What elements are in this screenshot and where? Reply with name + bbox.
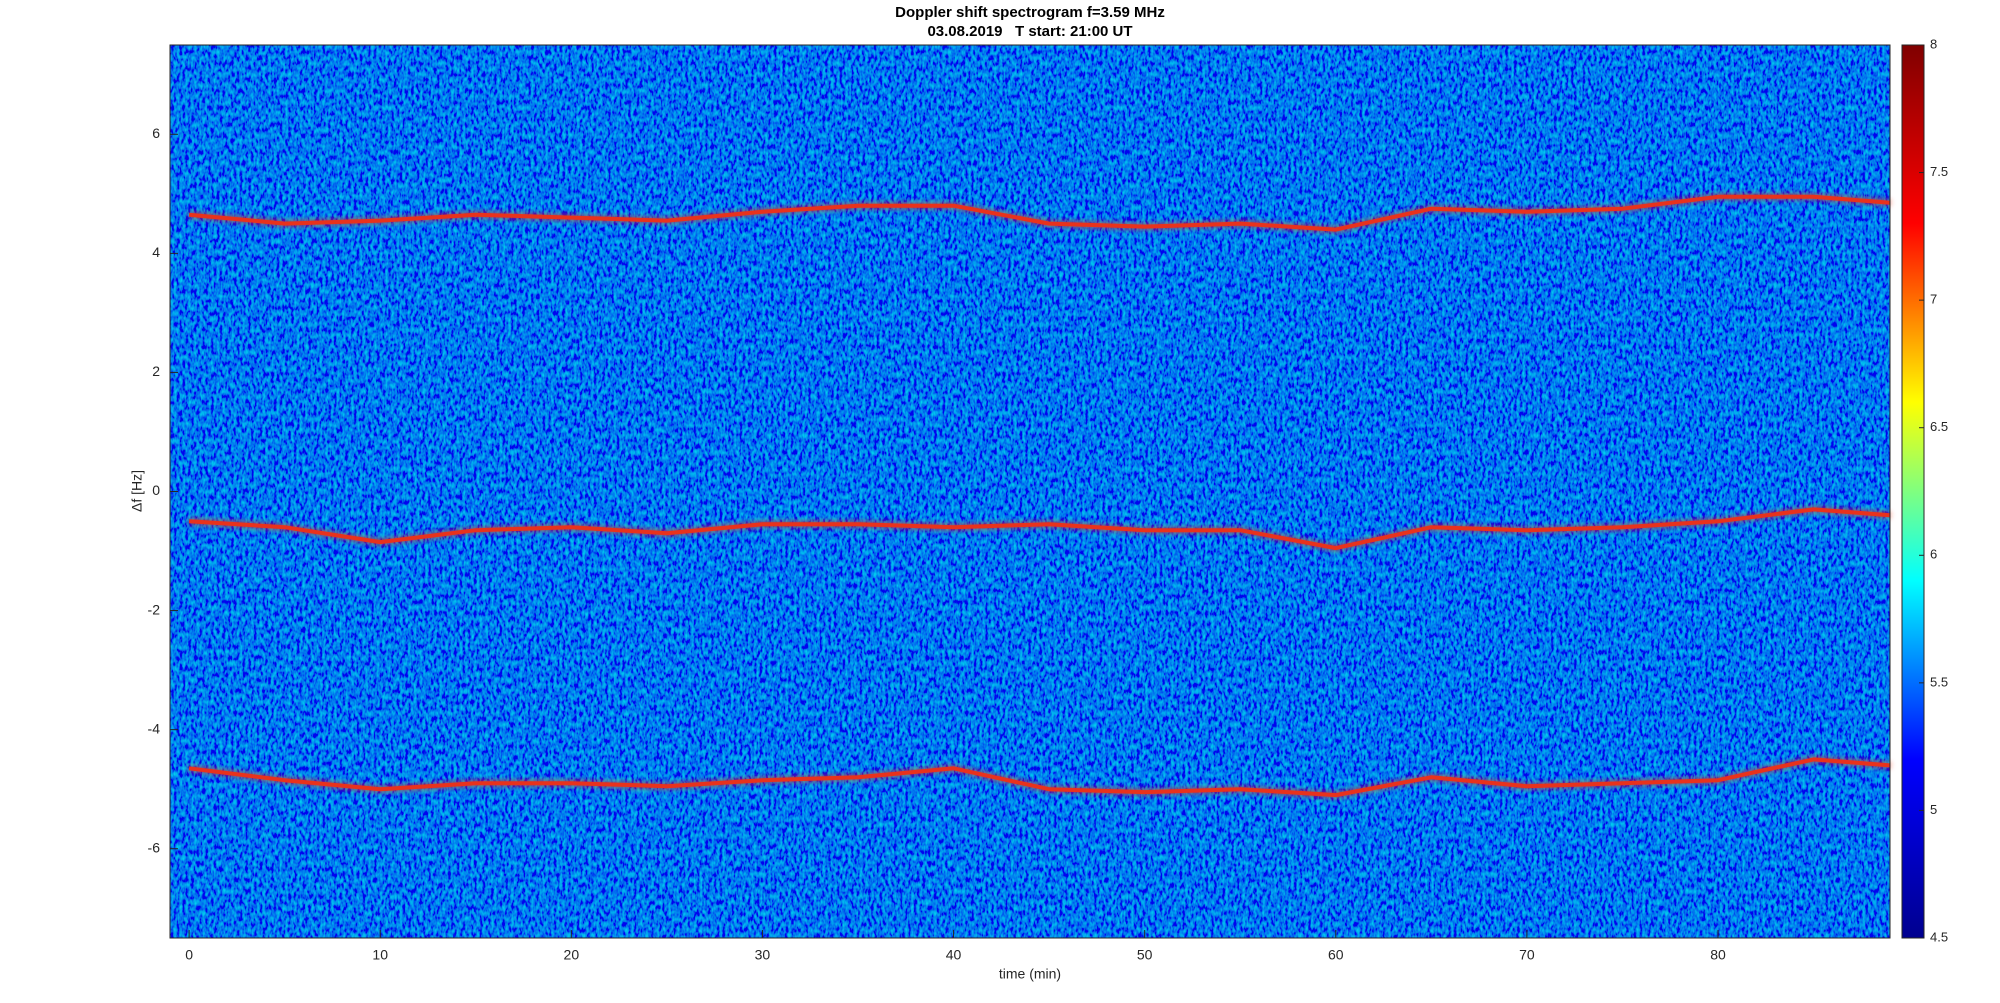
x-tick-label: 20 [564, 947, 580, 963]
x-tick-label: 10 [372, 947, 388, 963]
x-tick-label: 50 [1137, 947, 1153, 963]
y-tick-label: 6 [152, 125, 160, 141]
doppler-trace [188, 194, 1891, 232]
colorbar-tick-label: 4.5 [1930, 929, 1948, 944]
colorbar-tick-label: 5.5 [1930, 674, 1948, 689]
chart-title: Doppler shift spectrogram f=3.59 MHz [895, 4, 1165, 21]
chart-subtitle: 03.08.2019 T start: 21:00 UT [927, 23, 1132, 40]
plot-frame [169, 44, 1891, 939]
colorbar [1901, 44, 1925, 939]
colorbar-tick-label: 8 [1930, 36, 1937, 51]
spectrogram-noise [170, 45, 1890, 938]
y-axis-label: Δf [Hz] [129, 470, 145, 512]
y-tick-label: 2 [152, 363, 160, 379]
colorbar-tick-label: 6 [1930, 547, 1937, 562]
y-tick-label: 4 [152, 244, 160, 260]
y-tick-label: -2 [148, 601, 161, 617]
colorbar-tick-label: 5 [1930, 802, 1937, 817]
y-tick-label: -6 [148, 839, 161, 855]
y-tick-label: 0 [152, 482, 160, 498]
y-tick-label: -4 [148, 720, 161, 736]
doppler-trace [188, 507, 1891, 551]
x-tick-label: 40 [946, 947, 962, 963]
x-tick-label: 0 [185, 947, 193, 963]
x-tick-label: 30 [755, 947, 771, 963]
colorbar-tick-label: 7 [1930, 292, 1937, 307]
x-axis-label: time (min) [999, 966, 1061, 982]
x-tick-label: 70 [1519, 947, 1535, 963]
x-tick-label: 60 [1328, 947, 1344, 963]
colorbar-tick-label: 6.5 [1930, 419, 1948, 434]
x-tick-label: 80 [1710, 947, 1726, 963]
doppler-trace [188, 757, 1891, 798]
colorbar-tick-label: 7.5 [1930, 164, 1948, 179]
